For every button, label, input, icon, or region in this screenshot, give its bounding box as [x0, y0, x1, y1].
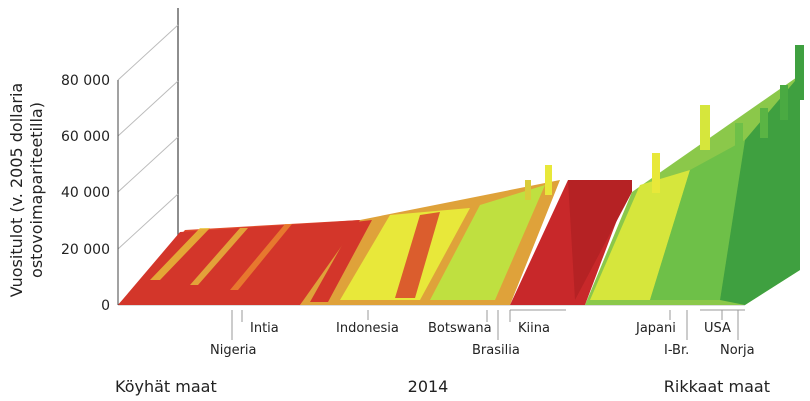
country-label-usa: USA: [704, 321, 731, 336]
country-label-japani: Japani: [635, 321, 676, 336]
country-label-brasilia: Brasilia: [472, 343, 520, 358]
middle-income-bars: [300, 165, 560, 305]
middle-slab-green: [430, 185, 545, 300]
country-label-ibr: I-Br.: [664, 343, 689, 358]
poor-slab-yellow-stripes-2: [190, 228, 248, 285]
rich-spike-2: [700, 105, 710, 150]
bottom-label-poor: Köyhät maat: [115, 377, 217, 396]
country-label-kiina: Kiina: [518, 321, 550, 336]
depth-line-60000: [117, 80, 179, 137]
y-tick-label-0: 0: [101, 298, 110, 314]
bar-spike-2: [525, 180, 531, 200]
y-tick-label-60000: 60 000: [61, 129, 110, 145]
y-axis-title-line1: Vuositulot (v. 2005 dollaria: [7, 83, 26, 298]
country-label-nigeria: Nigeria: [210, 343, 257, 358]
poor-slab-front: [118, 220, 360, 305]
y-tick-label-20000: 20 000: [61, 242, 110, 258]
poor-slab-yellow-stripes: [150, 228, 210, 280]
y-axis-title: Vuositulot (v. 2005 dollaria ostovoimapa…: [7, 83, 46, 298]
middle-slab-yellow: [340, 208, 470, 300]
rich-spike-japani: [652, 153, 660, 193]
y-axis-title-line2: ostovoimapariteetilla): [27, 102, 46, 278]
bottom-label-rich: Rikkaat maat: [664, 377, 770, 396]
country-label-norja: Norja: [720, 343, 755, 358]
poor-countries-bars: [118, 220, 360, 305]
bottom-label-year: 2014: [408, 377, 449, 396]
country-label-indonesia: Indonesia: [336, 321, 399, 336]
rich-spike-norja: [795, 45, 804, 100]
country-labels: Nigeria Intia Indonesia Botswana Brasili…: [210, 309, 755, 358]
rich-spike-3: [735, 123, 743, 153]
bottom-labels: Köyhät maat 2014 Rikkaat maat: [115, 377, 770, 396]
rich-slab-green-dark: [720, 75, 800, 305]
poor-slab-orange-stripes: [230, 224, 292, 290]
rich-slab-green-mid: [650, 140, 745, 300]
y-tick-label-40000: 40 000: [61, 185, 110, 201]
rich-spike-4: [760, 108, 768, 138]
y-axis: 80 000 60 000 40 000 20 000 0: [61, 73, 119, 314]
rich-countries-bars: [585, 45, 804, 305]
country-label-intia: Intia: [250, 321, 279, 336]
rich-spike-5: [780, 85, 788, 120]
indonesia-red-block: [395, 212, 440, 298]
y-tick-label-80000: 80 000: [61, 73, 110, 89]
middle-slab-red: [310, 220, 372, 302]
bar-spike-1: [545, 165, 552, 195]
depth-line-80000: [117, 24, 179, 81]
depth-line-20000: [117, 193, 179, 250]
country-label-botswana: Botswana: [428, 321, 492, 336]
rich-slab-yellow: [590, 170, 690, 300]
depth-line-40000: [117, 136, 179, 193]
china-front: [568, 180, 632, 300]
china-bar: [510, 180, 632, 305]
